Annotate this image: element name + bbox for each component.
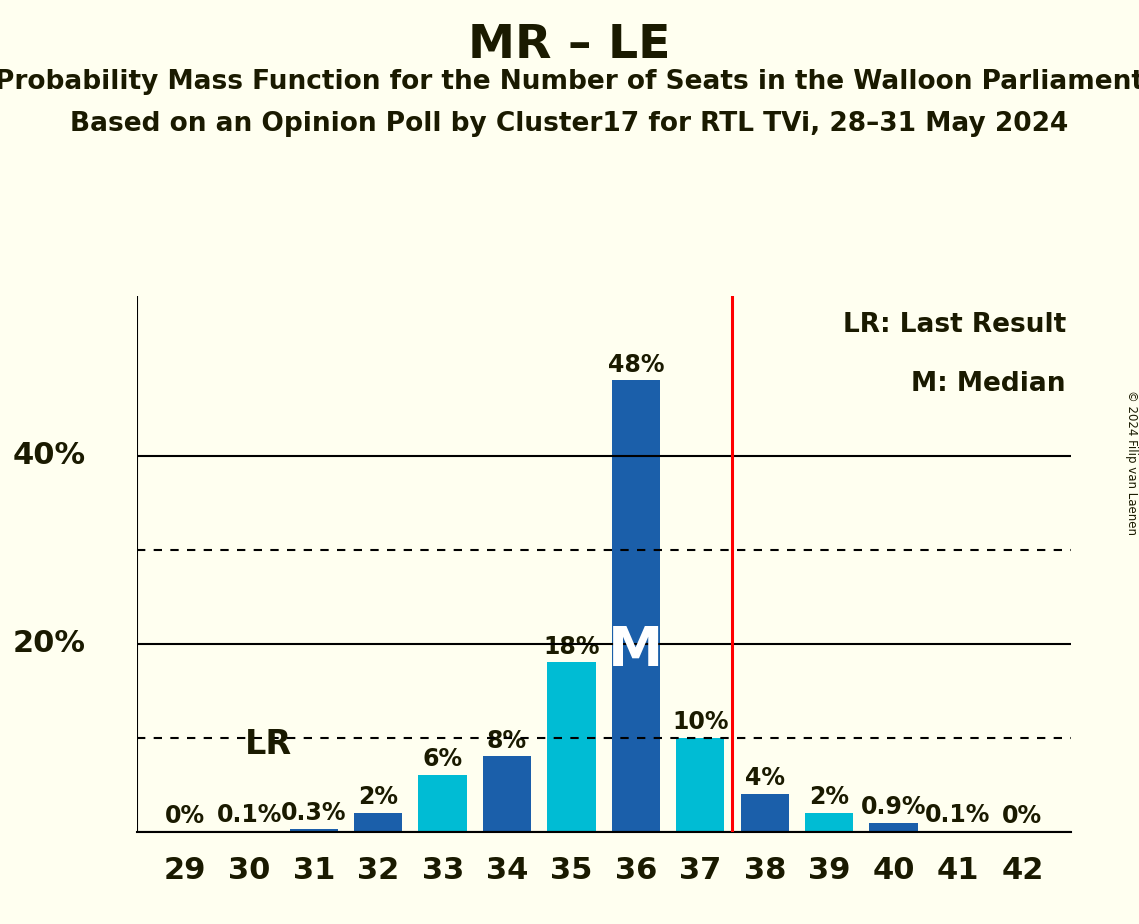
- Text: 0%: 0%: [165, 804, 205, 828]
- Bar: [677, 737, 724, 832]
- Text: MR – LE: MR – LE: [468, 23, 671, 68]
- Bar: [805, 813, 853, 832]
- Text: 4%: 4%: [745, 766, 785, 790]
- Bar: [869, 823, 918, 832]
- Text: 2%: 2%: [359, 785, 399, 809]
- Text: © 2024 Filip van Laenen: © 2024 Filip van Laenen: [1124, 390, 1138, 534]
- Text: 0.1%: 0.1%: [216, 803, 282, 827]
- Text: 0.3%: 0.3%: [281, 801, 346, 825]
- Text: 48%: 48%: [607, 353, 664, 377]
- Bar: [548, 663, 596, 832]
- Bar: [612, 381, 659, 832]
- Text: M: Median: M: Median: [911, 371, 1066, 396]
- Text: 18%: 18%: [543, 635, 600, 659]
- Text: 0%: 0%: [1002, 804, 1042, 828]
- Text: 0.1%: 0.1%: [925, 803, 991, 827]
- Bar: [226, 831, 273, 832]
- Text: 0.9%: 0.9%: [861, 796, 926, 820]
- Text: 20%: 20%: [13, 629, 85, 658]
- Text: M: M: [608, 624, 664, 678]
- Text: Probability Mass Function for the Number of Seats in the Walloon Parliament: Probability Mass Function for the Number…: [0, 69, 1139, 95]
- Text: 2%: 2%: [809, 785, 849, 809]
- Bar: [483, 757, 531, 832]
- Text: 10%: 10%: [672, 710, 729, 734]
- Bar: [354, 813, 402, 832]
- Bar: [418, 775, 467, 832]
- Text: Based on an Opinion Poll by Cluster17 for RTL TVi, 28–31 May 2024: Based on an Opinion Poll by Cluster17 fo…: [71, 111, 1068, 137]
- Text: 6%: 6%: [423, 748, 462, 772]
- Bar: [289, 829, 338, 832]
- Text: LR: Last Result: LR: Last Result: [843, 311, 1066, 338]
- Bar: [740, 794, 789, 832]
- Text: LR: LR: [245, 728, 293, 761]
- Text: 8%: 8%: [487, 729, 527, 753]
- Text: 40%: 40%: [13, 441, 85, 470]
- Bar: [934, 831, 982, 832]
